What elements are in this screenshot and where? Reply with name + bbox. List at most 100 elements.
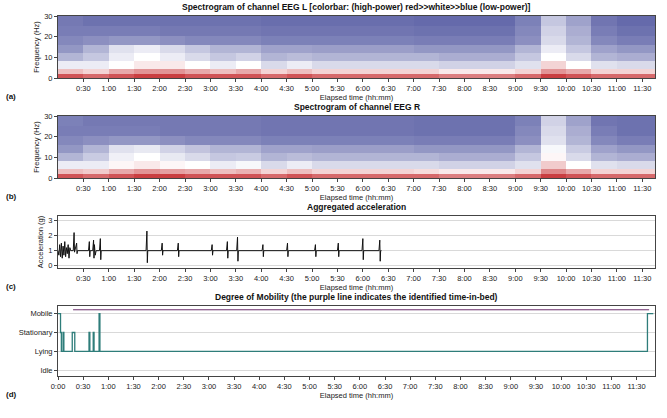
- svg-text:3:00: 3:00: [203, 274, 218, 283]
- svg-text:3:00: 3:00: [203, 184, 218, 193]
- svg-text:20: 20: [44, 32, 52, 41]
- svg-text:7:30: 7:30: [428, 382, 443, 391]
- svg-text:11:30: 11:30: [633, 274, 651, 283]
- svg-text:8:30: 8:30: [483, 84, 498, 93]
- svg-text:(c): (c): [6, 282, 16, 291]
- svg-text:11:30: 11:30: [633, 84, 651, 93]
- svg-text:11:30: 11:30: [633, 184, 651, 193]
- svg-text:8:30: 8:30: [483, 274, 498, 283]
- svg-text:5:30: 5:30: [330, 84, 345, 93]
- svg-text:3:30: 3:30: [227, 382, 242, 391]
- svg-text:5:30: 5:30: [330, 184, 345, 193]
- svg-text:9:00: 9:00: [508, 274, 523, 283]
- svg-text:2:30: 2:30: [178, 274, 193, 283]
- svg-text:Spectrogram of channel EEG L [: Spectrogram of channel EEG L [colorbar: …: [182, 2, 531, 12]
- svg-text:1:00: 1:00: [102, 84, 117, 93]
- svg-text:0: 0: [48, 74, 52, 83]
- svg-text:3:00: 3:00: [203, 84, 218, 93]
- svg-text:7:00: 7:00: [406, 184, 421, 193]
- svg-text:9:30: 9:30: [533, 184, 548, 193]
- svg-text:3:30: 3:30: [229, 84, 244, 93]
- svg-text:11:00: 11:00: [608, 274, 626, 283]
- svg-text:6:00: 6:00: [356, 84, 371, 93]
- svg-text:4:00: 4:00: [254, 84, 269, 93]
- svg-text:10:00: 10:00: [552, 382, 571, 391]
- svg-text:7:00: 7:00: [406, 274, 421, 283]
- svg-text:8:00: 8:00: [457, 184, 472, 193]
- svg-text:1:00: 1:00: [102, 274, 117, 283]
- svg-text:Elapsed time (hh:mm): Elapsed time (hh:mm): [320, 193, 394, 202]
- svg-text:5:30: 5:30: [330, 274, 345, 283]
- svg-text:4:00: 4:00: [252, 382, 267, 391]
- svg-text:(a): (a): [6, 92, 16, 101]
- svg-text:5:30: 5:30: [327, 382, 342, 391]
- svg-text:11:30: 11:30: [627, 382, 645, 391]
- svg-text:10: 10: [44, 53, 52, 62]
- svg-text:9:30: 9:30: [533, 84, 548, 93]
- svg-text:7:30: 7:30: [432, 84, 447, 93]
- svg-text:Acceleration (g): Acceleration (g): [36, 215, 45, 268]
- svg-text:9:00: 9:00: [508, 184, 523, 193]
- svg-text:8:30: 8:30: [478, 382, 493, 391]
- svg-text:6:00: 6:00: [353, 382, 368, 391]
- svg-text:2:30: 2:30: [178, 184, 193, 193]
- svg-text:20: 20: [44, 132, 52, 141]
- svg-text:(b): (b): [6, 192, 17, 201]
- svg-text:9:30: 9:30: [529, 382, 544, 391]
- svg-text:2:00: 2:00: [152, 274, 167, 283]
- svg-text:10:00: 10:00: [557, 274, 576, 283]
- svg-text:Lying: Lying: [35, 347, 53, 356]
- svg-text:Elapsed time (hh:mm): Elapsed time (hh:mm): [320, 391, 394, 400]
- svg-text:4:30: 4:30: [277, 382, 292, 391]
- svg-text:Idle: Idle: [40, 366, 52, 375]
- svg-text:6:00: 6:00: [356, 184, 371, 193]
- svg-text:1:00: 1:00: [102, 184, 117, 193]
- svg-text:0:00: 0:00: [51, 382, 66, 391]
- svg-text:5:00: 5:00: [305, 184, 320, 193]
- svg-text:3:30: 3:30: [229, 184, 244, 193]
- svg-text:11:00: 11:00: [602, 382, 620, 391]
- svg-text:3:00: 3:00: [202, 382, 217, 391]
- svg-text:7:30: 7:30: [432, 184, 447, 193]
- svg-text:2:00: 2:00: [151, 382, 166, 391]
- svg-text:10:30: 10:30: [577, 382, 596, 391]
- svg-text:Frequency (Hz): Frequency (Hz): [32, 121, 41, 173]
- svg-text:Degree of Mobility (the purple: Degree of Mobility (the purple line indi…: [215, 292, 498, 302]
- svg-text:10:30: 10:30: [582, 184, 601, 193]
- svg-text:4:30: 4:30: [279, 184, 294, 193]
- svg-text:Mobile: Mobile: [30, 309, 52, 318]
- svg-text:2:30: 2:30: [178, 84, 193, 93]
- svg-text:8:30: 8:30: [483, 184, 498, 193]
- svg-text:Elapsed time (hh:mm): Elapsed time (hh:mm): [320, 93, 394, 102]
- svg-text:10: 10: [44, 153, 52, 162]
- svg-text:1:30: 1:30: [127, 274, 142, 283]
- svg-text:30: 30: [44, 112, 52, 121]
- svg-text:4:00: 4:00: [254, 184, 269, 193]
- svg-text:10:00: 10:00: [557, 84, 576, 93]
- svg-text:7:00: 7:00: [403, 382, 418, 391]
- svg-text:5:00: 5:00: [302, 382, 317, 391]
- svg-text:7:00: 7:00: [406, 84, 421, 93]
- svg-text:Aggregated acceleration: Aggregated acceleration: [307, 202, 406, 212]
- svg-text:9:00: 9:00: [503, 382, 518, 391]
- svg-text:0: 0: [48, 261, 52, 270]
- svg-text:5:00: 5:00: [305, 274, 320, 283]
- svg-text:6:30: 6:30: [381, 84, 396, 93]
- svg-text:9:00: 9:00: [508, 84, 523, 93]
- svg-text:9:30: 9:30: [533, 274, 548, 283]
- svg-text:Stationary: Stationary: [19, 328, 53, 337]
- svg-text:0:30: 0:30: [76, 84, 91, 93]
- svg-text:4:00: 4:00: [254, 274, 269, 283]
- svg-text:30: 30: [44, 12, 52, 21]
- svg-text:1:30: 1:30: [126, 382, 141, 391]
- svg-text:0: 0: [48, 174, 52, 183]
- svg-text:1: 1: [48, 246, 52, 255]
- svg-text:11:00: 11:00: [608, 84, 626, 93]
- svg-text:0:30: 0:30: [76, 184, 91, 193]
- svg-text:Frequency (Hz): Frequency (Hz): [32, 21, 41, 73]
- svg-text:2:30: 2:30: [176, 382, 191, 391]
- svg-text:8:00: 8:00: [453, 382, 468, 391]
- svg-text:1:00: 1:00: [101, 382, 116, 391]
- svg-text:(d): (d): [6, 390, 17, 399]
- svg-text:11:00: 11:00: [608, 184, 626, 193]
